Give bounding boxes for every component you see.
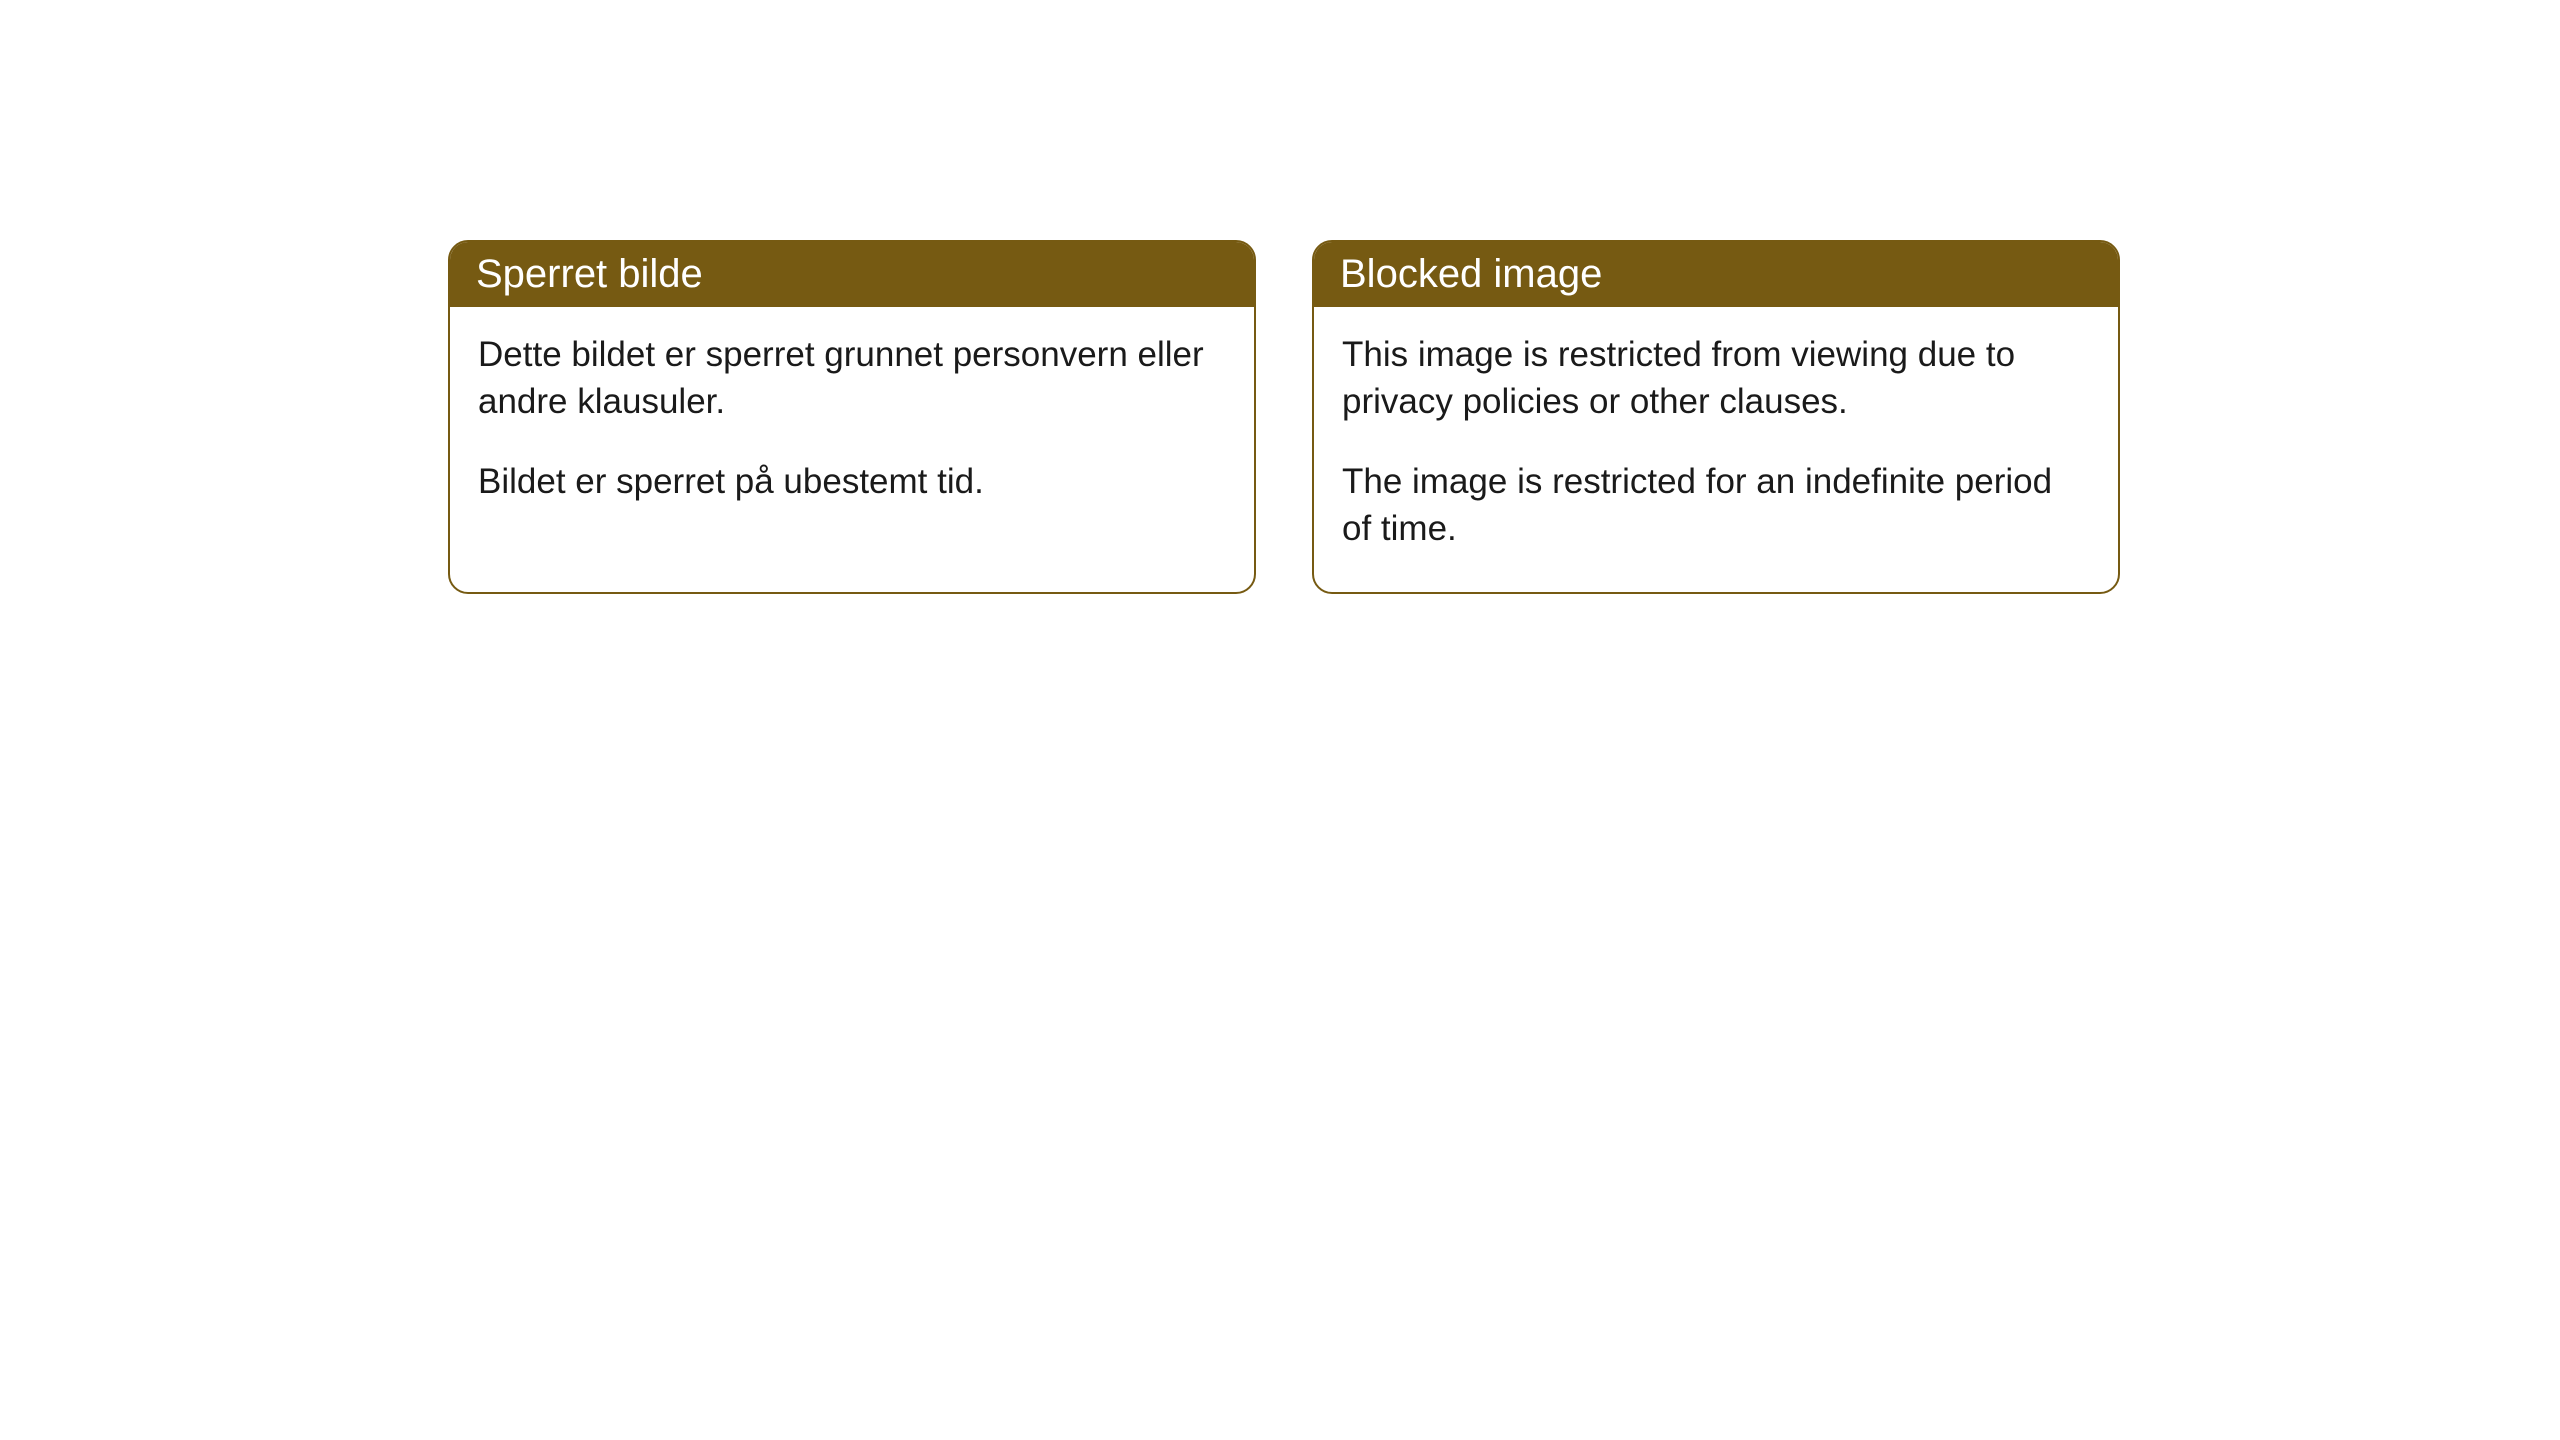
card-body-english: This image is restricted from viewing du…: [1314, 307, 2118, 592]
card-body-norwegian: Dette bildet er sperret grunnet personve…: [450, 307, 1254, 545]
card-title: Sperret bilde: [476, 252, 703, 296]
card-paragraph: The image is restricted for an indefinit…: [1342, 458, 2090, 553]
card-paragraph: Dette bildet er sperret grunnet personve…: [478, 331, 1226, 426]
blocked-image-card-english: Blocked image This image is restricted f…: [1312, 240, 2120, 594]
notice-cards-container: Sperret bilde Dette bildet er sperret gr…: [448, 240, 2120, 594]
card-title: Blocked image: [1340, 252, 1602, 296]
card-header-english: Blocked image: [1314, 242, 2118, 307]
card-paragraph: This image is restricted from viewing du…: [1342, 331, 2090, 426]
blocked-image-card-norwegian: Sperret bilde Dette bildet er sperret gr…: [448, 240, 1256, 594]
card-header-norwegian: Sperret bilde: [450, 242, 1254, 307]
card-paragraph: Bildet er sperret på ubestemt tid.: [478, 458, 1226, 505]
